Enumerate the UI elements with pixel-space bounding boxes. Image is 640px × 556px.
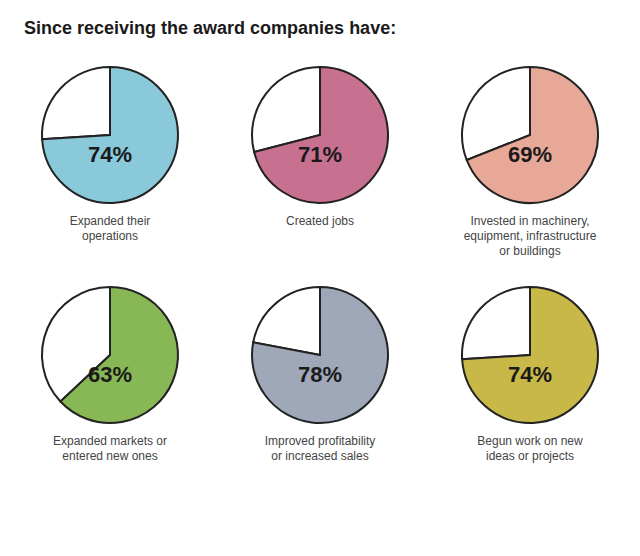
chart-label-line: Expanded markets or [53,434,167,448]
data-label: 71% [298,142,342,167]
chart-label-line: Invested in machinery, [470,214,589,228]
pie-chart: 74% [42,67,178,203]
chart-label: Invested in machinery,equipment, infrast… [464,214,597,258]
chart-label-line: or increased sales [271,449,368,463]
pie-slice [252,287,388,423]
chart-label: Expanded theiroperations [70,214,151,243]
data-label: 78% [298,362,342,387]
pie-chart: 69% [462,67,598,203]
chart-label: Begun work on newideas or projects [477,434,583,463]
pie-slice [42,67,178,203]
title: Since receiving the award companies have… [24,18,396,38]
pie-slice [462,287,598,423]
chart-label-line: equipment, infrastructure [464,229,597,243]
data-label: 74% [88,142,132,167]
pie-chart: 78% [252,287,388,423]
pie-chart: 63% [42,287,178,423]
chart-label-line: Improved profitability [265,434,376,448]
pie-slice [254,67,388,203]
pie-slice [467,67,598,203]
chart-label: Expanded markets orentered new ones [53,434,167,463]
pie-slice [462,287,530,359]
chart-label-line: entered new ones [62,449,157,463]
data-label: 74% [508,362,552,387]
pie-slice [42,67,110,139]
pie-slice [60,287,178,423]
chart-label-line: Created jobs [286,214,354,228]
figure: Since receiving the award companies have… [0,0,640,556]
chart-label-line: ideas or projects [486,449,574,463]
chart-label: Improved profitabilityor increased sales [265,434,376,463]
chart-label-line: Begun work on new [477,434,583,448]
data-label: 63% [88,362,132,387]
chart-label: Created jobs [286,214,354,228]
pie-chart: 71% [252,67,388,203]
data-label: 69% [508,142,552,167]
chart-label-line: operations [82,229,138,243]
chart-label-line: Expanded their [70,214,151,228]
chart-label-line: or buildings [499,244,560,258]
pie-chart: 74% [462,287,598,423]
